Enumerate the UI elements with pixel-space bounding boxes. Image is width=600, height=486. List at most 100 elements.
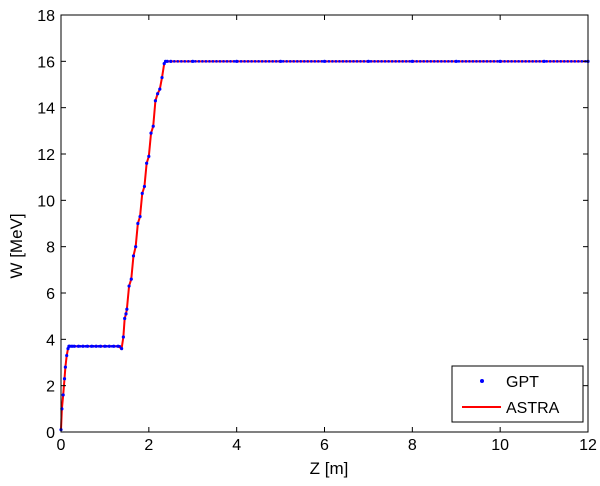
series-gpt-point (397, 60, 401, 63)
series-gpt-point (513, 60, 517, 63)
legend-gpt-marker (480, 379, 484, 383)
series-gpt-point (506, 60, 510, 63)
legend-box (451, 365, 584, 423)
series-gpt-point (176, 60, 180, 63)
series-gpt-point (123, 316, 127, 321)
series-gpt-point (62, 377, 67, 381)
series-gpt-point (208, 60, 211, 63)
y-tick-label: 0 (46, 425, 55, 442)
series-gpt-point (271, 60, 274, 63)
series-gpt-point (149, 131, 153, 135)
series-gpt-point (204, 60, 208, 63)
series-gpt-point (65, 353, 69, 358)
series-gpt-point (404, 60, 408, 63)
series-gpt-point (499, 60, 503, 63)
series-gpt-point (142, 184, 147, 189)
series-gpt-point (246, 60, 250, 63)
series-gpt-point (121, 335, 125, 339)
series-gpt-point (285, 60, 289, 63)
series-gpt-point (320, 60, 324, 63)
series-gpt-point (140, 191, 144, 195)
series-gpt-point (160, 75, 164, 80)
legend: GPT ASTRA (451, 365, 584, 423)
y-tick-label: 16 (37, 54, 55, 71)
x-tick-label: 8 (408, 437, 417, 454)
legend-astra-label: ASTRA (506, 400, 560, 417)
series-gpt-point (531, 60, 534, 63)
series-gpt-point (151, 124, 155, 128)
series-gpt-point (187, 60, 190, 63)
series-gpt-point (383, 60, 387, 63)
x-tick-label: 12 (579, 437, 597, 454)
series-gpt-point (415, 60, 419, 63)
series-gpt-point (548, 60, 552, 63)
series-gpt-point (422, 60, 426, 63)
x-tick-label: 10 (491, 437, 509, 454)
series-gpt-point (89, 344, 93, 348)
series-gpt-point (471, 60, 475, 63)
series-gpt-point (541, 60, 545, 63)
series-gpt-point (138, 214, 142, 219)
series-gpt-point (243, 60, 246, 63)
series-gpt-point (281, 60, 285, 63)
series-gpt-point (194, 60, 197, 63)
y-tick-label: 12 (37, 147, 55, 164)
series-gpt-point (408, 60, 411, 63)
series-gpt-point (454, 60, 457, 63)
series-gpt-point (341, 60, 345, 63)
series-gpt-point (134, 245, 138, 249)
series-gpt-point (580, 60, 584, 63)
series-gpt-point (401, 60, 404, 63)
series-gpt-point (264, 60, 267, 63)
series-gpt-point (527, 60, 531, 63)
series-gpt-point (222, 60, 225, 63)
axis-ticks: 0 2 4 6 8 10 12 0 2 4 6 8 10 12 14 16 18 (37, 8, 597, 454)
series-gpt-point (310, 60, 313, 63)
series-gpt-point (355, 60, 359, 63)
series-gpt-point (489, 60, 492, 63)
series-gpt-point (94, 344, 98, 348)
series-gpt-point (331, 60, 334, 63)
series-gpt-point (327, 60, 331, 63)
series-gpt-point (429, 60, 433, 63)
series-gpt-point (380, 60, 383, 63)
series-gpt-point (257, 60, 260, 63)
series-gpt-point (131, 254, 136, 258)
series-gpt-point (295, 60, 299, 63)
series-gpt-point (345, 60, 348, 63)
series-gpt-point (559, 60, 563, 63)
series-gpt-point (110, 344, 114, 348)
series-gpt-point (71, 344, 74, 348)
series-gpt-point (552, 60, 556, 63)
series-gpt-point (63, 365, 67, 369)
series-gpt-point (425, 60, 429, 63)
y-axis-title: W [MeV] (7, 213, 26, 278)
series-gpt-point (260, 60, 264, 63)
series-gpt-point (394, 60, 397, 63)
series-gpt-point (92, 344, 95, 348)
series-gpt-point (115, 344, 119, 348)
series-gpt-point (299, 60, 303, 63)
series-gpt-point (183, 60, 187, 63)
series-gpt-point (267, 60, 271, 63)
series-gpt-point (534, 60, 538, 63)
series-gpt-point (162, 62, 166, 66)
series-gpt-point (102, 344, 106, 348)
series-gpt-point (68, 344, 72, 348)
series-gpt-point (369, 60, 373, 63)
series-gpt-point (127, 284, 131, 288)
series-gpt-point (79, 344, 82, 348)
series-gpt-point (113, 344, 116, 348)
series-gpt-point (570, 60, 573, 63)
series-gpt-point (317, 60, 320, 63)
series-gpt-point (124, 312, 128, 316)
x-tick-label: 6 (320, 437, 329, 454)
series-gpt-point (158, 87, 162, 91)
series-gpt-point (125, 307, 129, 311)
series-gpt-point (538, 60, 541, 63)
series-gpt-point (461, 60, 464, 63)
series-gpt-point (418, 60, 422, 63)
y-tick-label: 4 (46, 332, 55, 349)
